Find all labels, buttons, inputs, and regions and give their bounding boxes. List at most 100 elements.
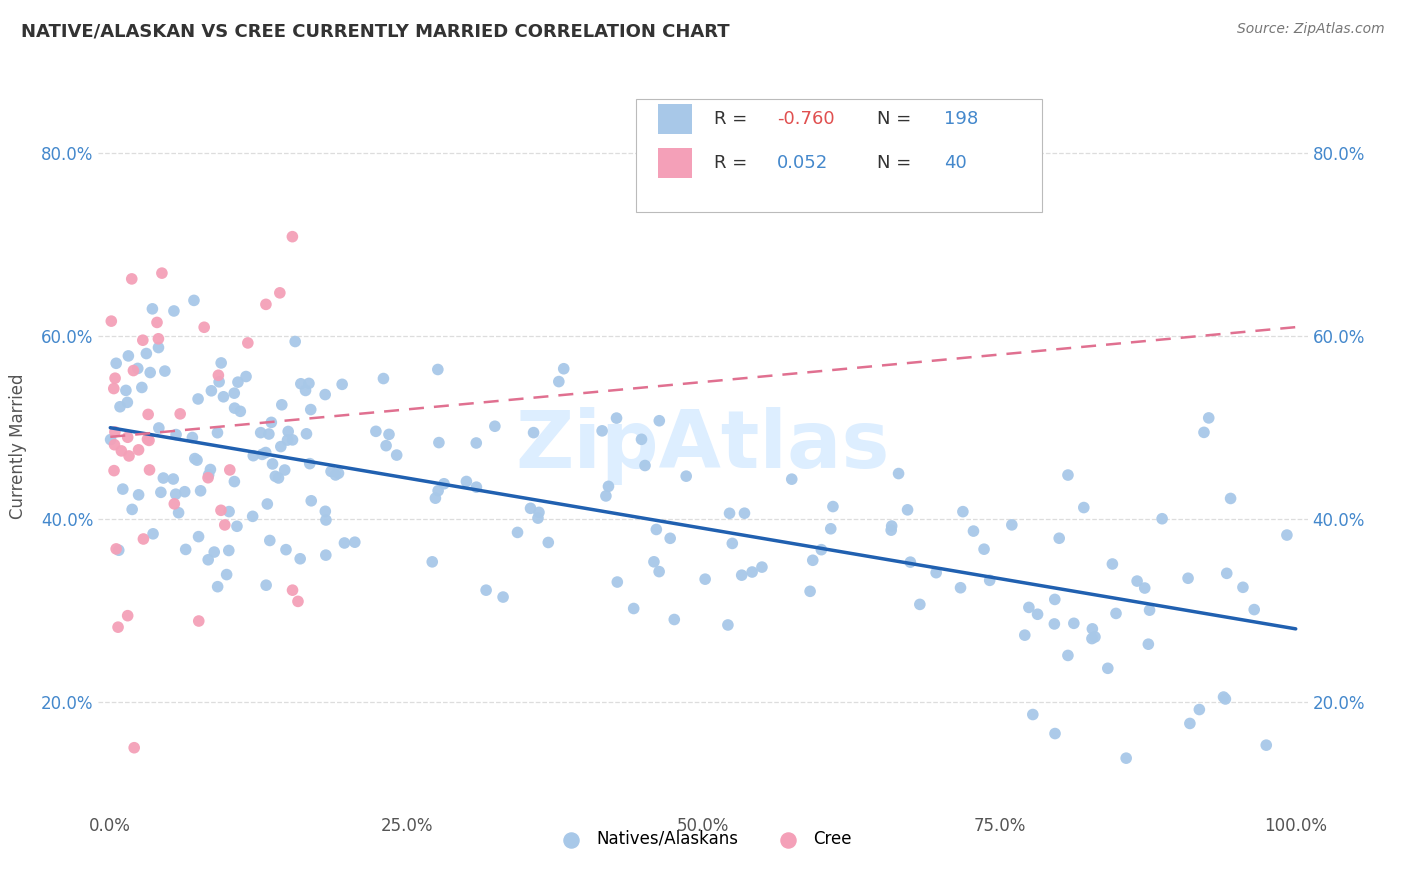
Point (319, 464, 342, 478)
Point (537, 535, 560, 549)
Point (122, 740, 145, 755)
Point (952, 505, 974, 519)
Point (121, 502, 143, 516)
Point (107, 543, 129, 558)
Point (294, 384, 316, 398)
Text: ZipAtlas: ZipAtlas (516, 407, 890, 485)
Point (174, 542, 197, 557)
Point (299, 493, 322, 508)
Point (433, 476, 456, 491)
Point (132, 333, 155, 347)
Point (122, 363, 145, 377)
Point (731, 568, 754, 582)
Point (287, 594, 309, 608)
Point (492, 590, 515, 604)
Point (118, 449, 141, 463)
Point (165, 487, 187, 501)
Point (527, 505, 550, 519)
Point (105, 541, 128, 556)
Point (427, 483, 450, 498)
Point (606, 575, 628, 590)
Point (1047, 531, 1070, 545)
Point (1101, 557, 1123, 571)
Point (190, 483, 212, 498)
Point (290, 551, 312, 566)
Point (465, 480, 488, 494)
Point (1198, 411, 1220, 425)
Point (117, 395, 139, 409)
Point (138, 463, 160, 477)
Point (197, 553, 219, 567)
Point (290, 376, 312, 391)
Point (108, 400, 131, 414)
Point (111, 482, 134, 496)
Point (1178, 716, 1201, 731)
Point (315, 548, 337, 562)
Point (260, 416, 283, 430)
Point (167, 506, 190, 520)
Point (925, 566, 948, 580)
Point (165, 427, 187, 442)
Point (209, 503, 232, 517)
Point (235, 369, 257, 384)
Point (273, 463, 295, 477)
Point (181, 430, 204, 444)
Point (1043, 592, 1066, 607)
FancyBboxPatch shape (658, 148, 692, 178)
Point (506, 525, 529, 540)
Point (207, 580, 229, 594)
Point (186, 453, 208, 467)
Text: 40: 40 (943, 154, 966, 172)
Point (718, 506, 741, 520)
Point (103, 438, 125, 452)
Point (150, 266, 173, 280)
Point (664, 613, 686, 627)
Point (200, 462, 222, 476)
Point (721, 536, 744, 550)
Point (104, 425, 127, 439)
Point (281, 433, 304, 447)
Point (267, 471, 290, 485)
Point (314, 504, 336, 518)
Point (801, 553, 824, 567)
Point (215, 567, 238, 582)
Point (979, 574, 1001, 588)
Point (110, 443, 132, 458)
Point (810, 542, 832, 557)
Point (315, 513, 337, 527)
Point (146, 315, 169, 329)
Point (242, 449, 264, 463)
Point (887, 467, 910, 481)
Point (456, 475, 478, 489)
Point (276, 433, 298, 447)
Point (1133, 581, 1156, 595)
Point (780, 472, 803, 486)
Point (751, 560, 773, 574)
Point (138, 434, 160, 448)
Point (254, 445, 277, 459)
Point (328, 467, 350, 481)
Point (623, 601, 645, 615)
Point (799, 584, 821, 599)
Text: N =: N = (877, 154, 917, 172)
Point (333, 536, 356, 550)
Point (1073, 500, 1095, 515)
Point (152, 471, 174, 485)
Point (330, 377, 353, 392)
Point (741, 565, 763, 579)
Text: 198: 198 (943, 110, 977, 128)
Point (187, 614, 209, 628)
Point (1177, 571, 1199, 585)
Point (734, 506, 756, 520)
Point (183, 293, 205, 308)
Point (820, 522, 842, 536)
Point (364, 425, 387, 439)
Point (425, 491, 447, 505)
Point (200, 384, 222, 398)
Point (519, 501, 541, 516)
Point (148, 421, 170, 435)
Point (1216, 566, 1239, 581)
Point (162, 472, 184, 486)
Point (378, 427, 401, 442)
Point (132, 532, 155, 546)
